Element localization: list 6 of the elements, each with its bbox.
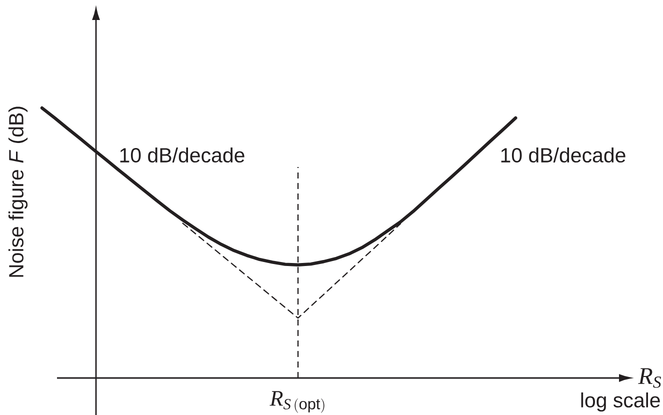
annotation: 10 dB/decade [501,147,626,163]
text: log scale [581,392,660,412]
x-axis-title: R$_{S}$ [638,368,661,388]
y-axis-title: Noise figure F (dB) [8,106,28,277]
annotation: 10 dB/decade [120,147,244,163]
text: $\mathit{R}_{\mathit{S}\,\mathsf{(opt)}}$ [270,391,324,413]
